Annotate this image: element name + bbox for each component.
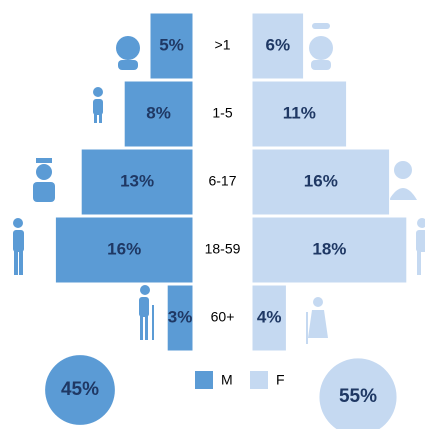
value-label: 16% [107, 239, 141, 258]
legend-label: M [221, 372, 233, 388]
value-label: 6% [266, 35, 291, 54]
value-label: 3% [168, 307, 193, 326]
category-label: 6-17 [208, 173, 236, 189]
total-label: 55% [339, 386, 377, 407]
total-circle [45, 355, 115, 425]
bar [251, 284, 287, 352]
bar [251, 80, 348, 148]
bar [251, 12, 305, 80]
bar [251, 148, 391, 216]
legend-swatch [195, 371, 213, 389]
category-label: 1-5 [212, 105, 232, 121]
bar [80, 148, 194, 216]
value-label: 18% [312, 239, 346, 258]
value-label: 16% [304, 171, 338, 190]
bar [149, 12, 194, 80]
category-label: 18-59 [205, 241, 241, 257]
bar [123, 80, 194, 148]
legend-label: F [276, 372, 285, 388]
value-label: 4% [257, 307, 282, 326]
total-label: 45% [61, 379, 99, 400]
category-label: 60+ [211, 309, 235, 325]
bars: >1 5% 6% 1-5 8% 11% 6-17 13% 16% 18-59 16% 18% 60+ 3%… [54, 12, 408, 352]
value-label: 11% [283, 103, 316, 122]
value-label: 8% [146, 103, 171, 122]
bar [166, 284, 194, 352]
legend-swatch [250, 371, 268, 389]
bar [251, 216, 408, 284]
icons [13, 23, 425, 344]
bar [54, 216, 194, 284]
total-circle [319, 358, 397, 429]
value-label: 13% [120, 171, 154, 190]
male-icons [13, 36, 154, 340]
value-label: 5% [159, 35, 184, 54]
category-label: >1 [215, 37, 231, 53]
